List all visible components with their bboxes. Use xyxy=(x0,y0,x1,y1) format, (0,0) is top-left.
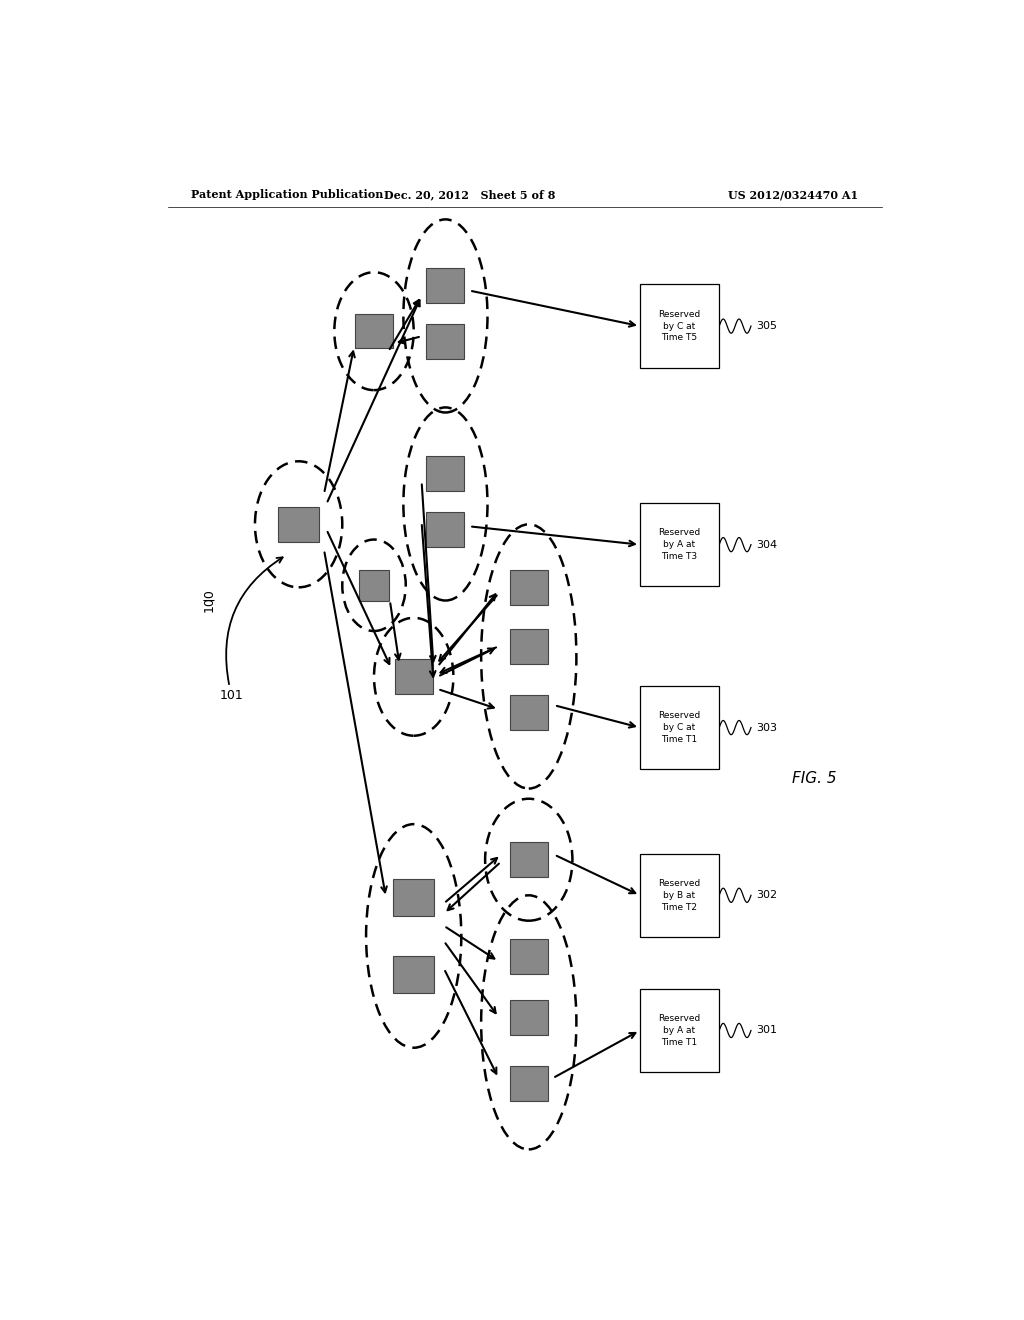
FancyBboxPatch shape xyxy=(510,630,548,664)
FancyBboxPatch shape xyxy=(355,314,393,348)
Text: Reserved
by B at
Time T2: Reserved by B at Time T2 xyxy=(658,879,700,912)
FancyBboxPatch shape xyxy=(426,268,465,302)
Text: US 2012/0324470 A1: US 2012/0324470 A1 xyxy=(728,190,858,201)
FancyBboxPatch shape xyxy=(359,570,389,601)
FancyBboxPatch shape xyxy=(640,854,719,937)
FancyBboxPatch shape xyxy=(393,956,434,993)
FancyBboxPatch shape xyxy=(426,325,465,359)
FancyBboxPatch shape xyxy=(640,686,719,770)
FancyBboxPatch shape xyxy=(510,570,548,605)
FancyBboxPatch shape xyxy=(394,660,433,694)
Text: 100: 100 xyxy=(203,589,215,612)
Text: Patent Application Publication: Patent Application Publication xyxy=(191,190,384,201)
Text: Reserved
by A at
Time T1: Reserved by A at Time T1 xyxy=(658,1014,700,1047)
FancyBboxPatch shape xyxy=(640,284,719,368)
FancyBboxPatch shape xyxy=(510,1067,548,1101)
FancyBboxPatch shape xyxy=(510,696,548,730)
Text: 301: 301 xyxy=(756,1026,777,1035)
Text: Dec. 20, 2012   Sheet 5 of 8: Dec. 20, 2012 Sheet 5 of 8 xyxy=(384,190,555,201)
FancyBboxPatch shape xyxy=(278,507,319,543)
Text: Reserved
by C at
Time T1: Reserved by C at Time T1 xyxy=(658,711,700,744)
Text: FIG. 5: FIG. 5 xyxy=(793,771,837,785)
Text: Reserved
by A at
Time T3: Reserved by A at Time T3 xyxy=(658,528,700,561)
Text: 101: 101 xyxy=(219,689,243,701)
Text: Reserved
by C at
Time T5: Reserved by C at Time T5 xyxy=(658,310,700,342)
FancyBboxPatch shape xyxy=(426,512,465,546)
FancyBboxPatch shape xyxy=(510,1001,548,1035)
FancyBboxPatch shape xyxy=(510,842,548,876)
Text: 305: 305 xyxy=(756,321,777,331)
FancyBboxPatch shape xyxy=(426,457,465,491)
Text: 302: 302 xyxy=(756,890,777,900)
FancyBboxPatch shape xyxy=(393,879,434,916)
FancyBboxPatch shape xyxy=(510,939,548,974)
FancyBboxPatch shape xyxy=(640,503,719,586)
FancyBboxPatch shape xyxy=(640,989,719,1072)
Text: 303: 303 xyxy=(756,722,777,733)
Text: 304: 304 xyxy=(756,540,777,549)
